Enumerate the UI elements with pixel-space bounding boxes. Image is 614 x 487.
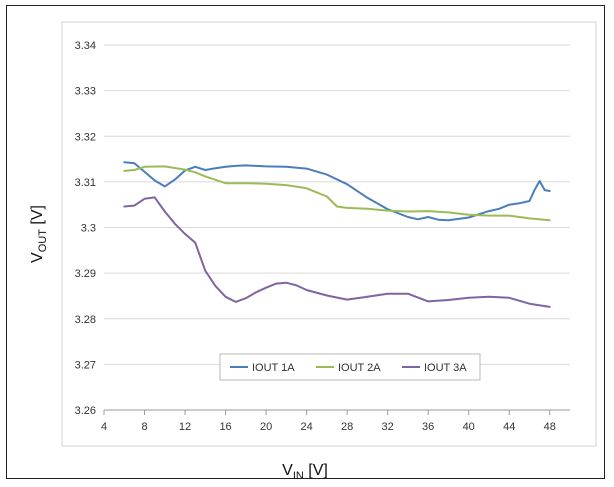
- x-tick-label: 32: [382, 421, 394, 433]
- y-tick-label: 3.33: [75, 86, 96, 98]
- plot-area: [61, 21, 597, 447]
- x-tick-label: 20: [260, 421, 272, 433]
- chart-frame: [6, 5, 605, 479]
- x-tick-label: 12: [179, 421, 191, 433]
- x-tick-labels: 4 8 12 16 20 24 28 32 36 40 44 48: [101, 421, 556, 433]
- series-line-3: [123, 196, 551, 308]
- legend-label-3: IOUT 3A: [424, 362, 467, 374]
- gridlines: [103, 44, 570, 415]
- legend-label-1: IOUT 1A: [252, 362, 295, 374]
- x-tick-label: 44: [503, 421, 515, 433]
- x-tick-label: 16: [219, 421, 231, 433]
- y-tick-label: 3.27: [75, 359, 96, 371]
- legend: IOUT 1A IOUT 2A IOUT 3A: [219, 353, 481, 381]
- legend-label-2: IOUT 2A: [338, 362, 381, 374]
- x-tick-label: 36: [422, 421, 434, 433]
- x-tick-label: 8: [141, 421, 147, 433]
- y-tick-label: 3.28: [75, 314, 96, 326]
- series-lines: [123, 161, 551, 308]
- x-tick-label: 24: [300, 421, 312, 433]
- y-axis-title: VOUT [V]: [29, 205, 49, 263]
- y-tick-labels: 3.26 3.27 3.28 3.29 3.3 3.31 3.32 3.33 3.34: [75, 40, 96, 417]
- legend-box: [219, 353, 481, 381]
- series-line-2: [123, 165, 551, 222]
- y-tick-label: 3.29: [75, 268, 96, 280]
- series-line-1: [123, 161, 551, 222]
- x-tick-label: 4: [101, 421, 107, 433]
- x-tick-label: 40: [463, 421, 475, 433]
- y-tick-label: 3.26: [75, 405, 96, 417]
- y-tick-label: 3.32: [75, 131, 96, 143]
- y-tick-label: 3.3: [81, 223, 96, 235]
- x-axis-title: VIN [V]: [282, 462, 328, 482]
- x-tick-label: 48: [544, 421, 556, 433]
- y-tick-label: 3.31: [75, 177, 96, 189]
- y-tick-label: 3.34: [75, 40, 96, 52]
- x-tick-label: 28: [341, 421, 353, 433]
